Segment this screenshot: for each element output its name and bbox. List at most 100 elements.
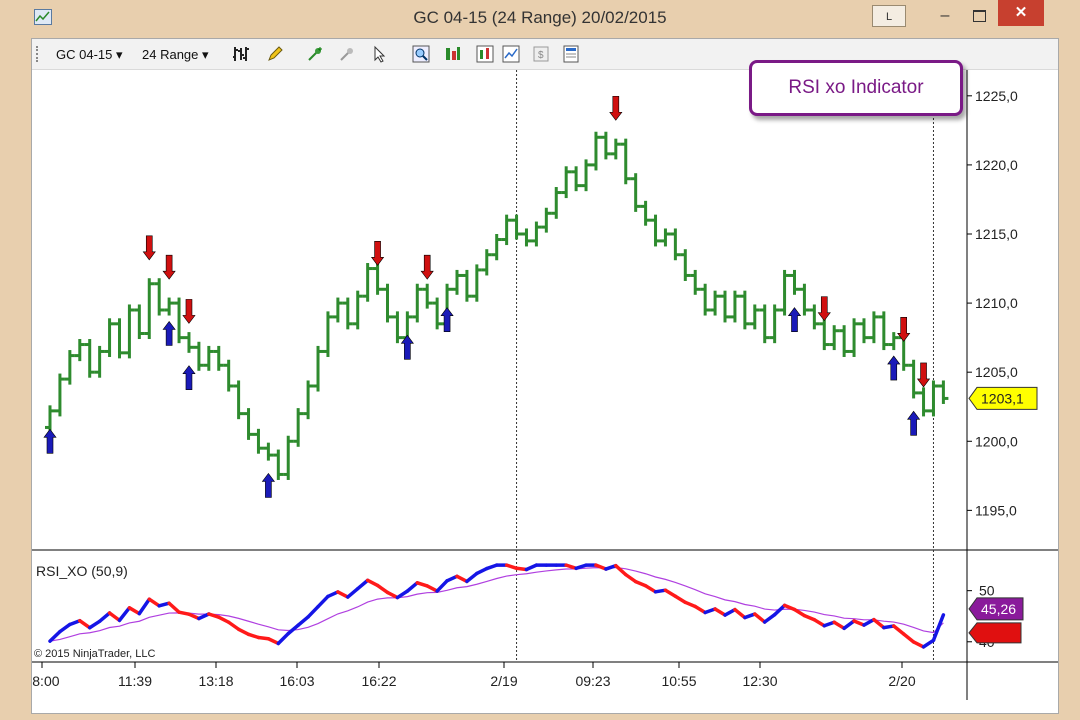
current-price-label: 1203,1 — [981, 390, 1024, 406]
rsi-segment-down — [832, 620, 846, 631]
rsi-signal-line — [49, 566, 944, 642]
price-bar — [620, 138, 631, 185]
price-tick-label: 1195,0 — [975, 502, 1017, 518]
price-bar — [491, 234, 502, 261]
rsi-segment-down — [217, 615, 231, 625]
link-button[interactable]: L — [872, 5, 906, 27]
rsi-segment-down — [693, 604, 707, 615]
rsi-segment-down — [792, 607, 807, 618]
sell-signal-arrow — [817, 296, 831, 322]
price-bar — [928, 380, 939, 417]
chart-canvas[interactable]: 1225,0 1220,0 1215,0 1210,0 1205,0 1200,0 1195… — [32, 70, 1058, 713]
price-bar — [849, 318, 860, 357]
price-bar — [561, 166, 572, 199]
price-bar — [700, 283, 711, 316]
price-bar — [461, 269, 472, 302]
bar-type-icon[interactable] — [232, 45, 250, 63]
strategies-icon[interactable] — [444, 45, 462, 63]
time-tick-label: 2/19 — [490, 673, 517, 689]
window-title: GC 04-15 (24 Range) 20/02/2015 — [413, 8, 667, 27]
price-bar — [233, 380, 244, 420]
instrument-selector[interactable]: GC 04-15 ▾ — [56, 47, 123, 62]
rsi-segment-up — [703, 607, 717, 615]
chart-properties-icon[interactable] — [502, 45, 520, 63]
rsi-segment-down — [375, 583, 390, 595]
rsi-segment-down — [911, 640, 926, 649]
rsi-xo-callout: RSI xo Indicator — [749, 60, 963, 116]
price-bar — [471, 264, 482, 302]
price-bar — [690, 269, 701, 295]
price-bar — [283, 435, 294, 480]
rsi-segment-up — [306, 604, 320, 619]
chart-client-area: GC 04-15 ▾ 24 Range ▾ $ 1225,0 1220,0 1215… — [31, 38, 1059, 714]
rsi-segment-up — [524, 563, 539, 572]
rsi-segment-up — [87, 619, 102, 630]
buy-signal-arrow — [182, 365, 196, 391]
sell-signal-arrow — [609, 95, 623, 121]
zoom-out-icon[interactable] — [338, 45, 356, 63]
rsi-segment-up — [475, 566, 489, 576]
rsi-segment-down — [425, 584, 439, 593]
rsi-segment-down — [812, 617, 827, 628]
period-selector[interactable]: 24 Range ▾ — [142, 47, 209, 62]
time-tick-label: 2/20 — [888, 673, 915, 689]
rsi-segment-up — [485, 563, 499, 571]
magnifier-icon[interactable] — [412, 45, 430, 63]
toolbar-grip[interactable] — [36, 46, 41, 62]
price-bar — [114, 318, 125, 359]
price-bar — [809, 304, 820, 330]
rsi-segment-down — [187, 612, 201, 621]
time-tick-label: 09:23 — [575, 673, 610, 689]
rsi-segment-up — [296, 615, 310, 628]
data-box-icon[interactable]: $ — [532, 45, 550, 63]
price-bar — [720, 290, 731, 323]
price-bar — [84, 339, 95, 378]
price-bar — [590, 131, 601, 171]
rsi-segment-up — [445, 574, 459, 583]
rsi-segment-up — [723, 607, 737, 617]
time-tick-label: 16:22 — [361, 673, 396, 689]
price-axis[interactable]: 1225,0 1220,0 1215,0 1210,0 1205,0 1200,0 1195… — [967, 88, 1038, 650]
rsi-segment-up — [326, 590, 340, 599]
rsi-segment-up — [48, 629, 62, 643]
time-tick-label: 10:55 — [661, 673, 696, 689]
time-axis[interactable]: 08:00 11:39 13:18 16:03 16:22 2/19 09:23 10:55 1… — [32, 662, 916, 689]
rsi-segment-down — [852, 619, 866, 627]
price-bar — [213, 345, 224, 371]
rsi-segment-up — [117, 606, 132, 623]
price-bar — [759, 304, 770, 344]
rsi-segment-up — [405, 581, 420, 593]
rsi-segment-down — [147, 597, 161, 608]
price-bar — [749, 304, 760, 330]
price-bar — [124, 304, 135, 359]
buy-signal-arrow — [400, 334, 414, 360]
buy-signal-arrow — [43, 428, 57, 454]
title-bar[interactable]: GC 04-15 (24 Range) 20/02/2015 L – ✕ — [0, 0, 1080, 36]
rsi-segment-up — [276, 631, 290, 646]
rsi-segment-down — [663, 588, 678, 599]
close-button[interactable]: ✕ — [998, 0, 1044, 26]
price-bar — [829, 325, 840, 351]
time-tick-label: 11:39 — [118, 673, 152, 689]
template-icon[interactable] — [562, 45, 580, 63]
maximize-button[interactable] — [962, 4, 996, 28]
zoom-in-icon[interactable] — [306, 45, 324, 63]
cursor-icon[interactable] — [372, 45, 390, 63]
price-bar — [203, 345, 214, 371]
indicators-icon[interactable] — [476, 45, 494, 63]
drawing-pencil-icon[interactable] — [266, 45, 284, 63]
rsi-tick-label: 50 — [979, 583, 995, 599]
price-bar — [412, 283, 423, 323]
svg-text:$: $ — [538, 50, 544, 61]
price-bar — [223, 359, 234, 392]
price-bar — [799, 283, 810, 316]
sell-signal-arrow — [182, 299, 196, 324]
price-bar — [521, 228, 532, 247]
rsi-segment-up — [465, 571, 479, 584]
minimize-button[interactable]: – — [940, 7, 950, 24]
price-bar — [938, 380, 949, 404]
chart-grid — [32, 70, 1058, 700]
chart-app-icon — [34, 9, 52, 25]
sell-signal-arrow — [897, 317, 911, 342]
rsi-segment-up — [197, 612, 211, 621]
